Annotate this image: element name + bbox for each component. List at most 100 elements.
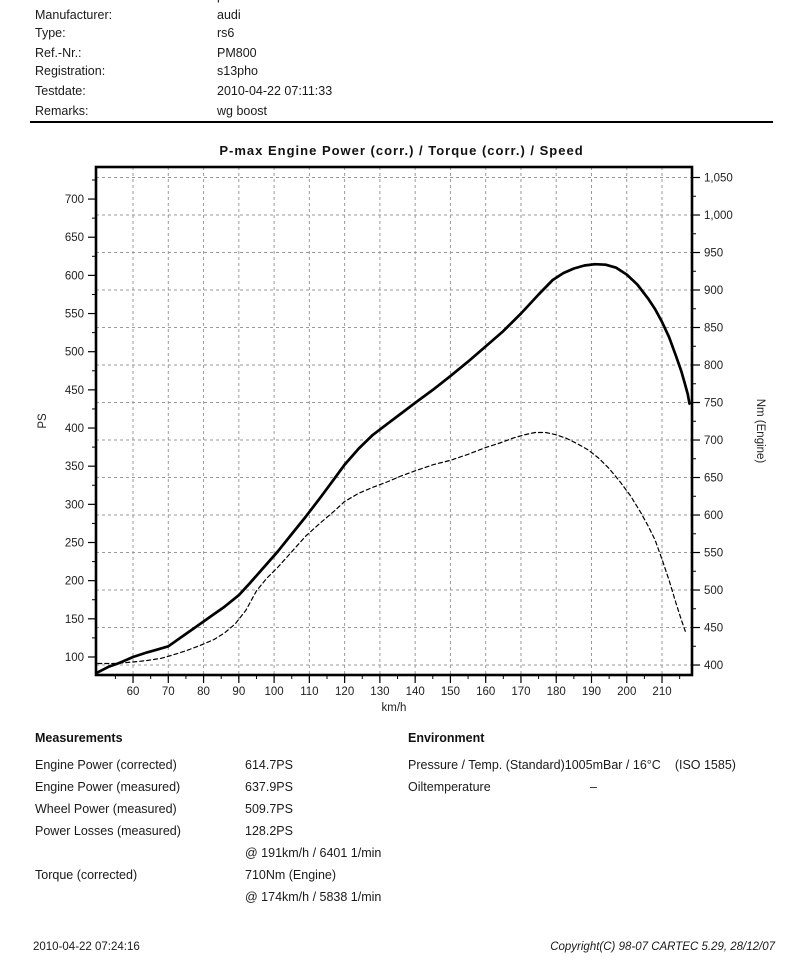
field-value: 2010-04-22 07:11:33 — [217, 84, 333, 98]
field-value: s13pho — [217, 64, 259, 78]
chart-title: P-max Engine Power (corr.) / Torque (cor… — [219, 143, 584, 158]
field-value: audi — [217, 8, 241, 22]
y-right-tick-label: 800 — [704, 360, 723, 372]
measurement-value: 509.7PS — [245, 802, 293, 816]
x-tick-label: 130 — [370, 686, 389, 698]
y-left-tick-label: 700 — [65, 194, 84, 206]
print-timestamp: 2010-04-22 07:24:16 — [33, 941, 140, 953]
environment-value: – — [590, 780, 597, 794]
y-left-tick-label: 550 — [65, 309, 84, 321]
y-right-tick-label: 700 — [704, 435, 723, 447]
header-row-name: Name: paul.kloss — [0, 0, 803, 4]
x-tick-label: 80 — [197, 686, 210, 698]
field-value: PM800 — [217, 46, 257, 60]
y-right-axis-title: Nm (Engine) — [754, 399, 766, 464]
field-label: Type: — [35, 26, 66, 40]
measurement-value: 614.7PS — [245, 758, 293, 772]
header-row-type: Type: rs6 — [0, 26, 803, 41]
y-left-tick-label: 600 — [65, 270, 84, 282]
y-left-tick-label: 200 — [65, 576, 84, 588]
x-tick-label: 210 — [652, 686, 671, 698]
y-right-tick-label: 400 — [704, 660, 723, 672]
y-right-tick-label: 900 — [704, 285, 723, 297]
power-curve — [96, 262, 691, 674]
header-row-remarks: Remarks: wg boost — [0, 104, 803, 119]
measurement-row: Torque (corrected) 710Nm (Engine) — [0, 867, 803, 883]
environment-title: Environment — [408, 731, 485, 745]
field-value: rs6 — [217, 26, 235, 40]
field-label: Manufacturer: — [35, 8, 113, 22]
y-left-tick-label: 150 — [65, 614, 84, 626]
header-row-refnr: Ref.-Nr.: PM800 — [0, 46, 803, 61]
y-left-tick-label: 100 — [65, 652, 84, 664]
environment-value: 1005mBar / 16°C — [564, 758, 661, 772]
environment-row-oiltemperature: Oiltemperature – — [408, 779, 798, 795]
x-tick-label: 190 — [582, 686, 601, 698]
y-left-tick-label: 300 — [65, 499, 84, 511]
measurement-value: @ 191km/h / 6401 1/min — [245, 846, 382, 860]
y-left-axis-title: PS — [37, 413, 49, 429]
x-tick-label: 140 — [406, 686, 425, 698]
field-value: paul.kloss — [217, 0, 273, 4]
header-divider — [30, 121, 773, 123]
x-tick-label: 90 — [232, 686, 245, 698]
field-value: wg boost — [217, 104, 268, 118]
measurement-row: Engine Power (corrected) 614.7PS — [0, 757, 803, 773]
measurement-row: @ 191km/h / 6401 1/min — [0, 845, 803, 861]
x-tick-label: 200 — [617, 686, 636, 698]
measurement-value: @ 174km/h / 5838 1/min — [245, 890, 382, 904]
y-right-tick-label: 750 — [704, 398, 723, 410]
y-right-tick-label: 950 — [704, 248, 723, 260]
measurements-title: Measurements — [35, 731, 123, 745]
header-row-testdate: Testdate: 2010-04-22 07:11:33 — [0, 84, 803, 99]
y-left-tick-label: 650 — [65, 232, 84, 244]
measurement-row: Engine Power (measured) 637.9PS — [0, 779, 803, 795]
x-tick-label: 70 — [162, 686, 175, 698]
measurement-value: 128.2PS — [245, 824, 293, 838]
y-left-tick-label: 250 — [65, 538, 84, 550]
field-label: Name: — [35, 0, 72, 4]
y-right-tick-label: 450 — [704, 623, 723, 635]
field-label: Testdate: — [35, 84, 86, 98]
y-right-tick-label: 1,050 — [704, 173, 733, 185]
header-row-registration: Registration: s13pho — [0, 64, 803, 79]
measurement-row: Wheel Power (measured) 509.7PS — [0, 801, 803, 817]
header-row-manufacturer: Manufacturer: audi — [0, 8, 803, 23]
y-left-tick-label: 450 — [65, 385, 84, 397]
x-tick-label: 120 — [335, 686, 354, 698]
measurement-label: Power Losses (measured) — [35, 824, 181, 838]
measurement-value: 710Nm (Engine) — [245, 868, 337, 882]
y-right-tick-label: 850 — [704, 323, 723, 335]
measurement-label: Engine Power (measured) — [35, 780, 181, 794]
environment-label: Pressure / Temp. (Standard) — [408, 758, 565, 772]
x-tick-label: 110 — [300, 686, 318, 698]
field-label: Registration: — [35, 64, 106, 78]
measurement-row: Power Losses (measured) 128.2PS — [0, 823, 803, 839]
y-right-tick-label: 650 — [704, 473, 723, 485]
measurement-label: Engine Power (corrected) — [35, 758, 177, 772]
x-tick-label: 170 — [511, 686, 530, 698]
x-tick-label: 150 — [441, 686, 460, 698]
copyright-text: Copyright(C) 98-07 CARTEC 5.29, 28/12/07 — [550, 941, 775, 953]
field-label: Ref.-Nr.: — [35, 46, 82, 60]
environment-label: Oiltemperature — [408, 780, 491, 794]
x-tick-label: 100 — [265, 686, 284, 698]
y-left-tick-label: 500 — [65, 347, 84, 359]
y-right-tick-label: 600 — [704, 510, 723, 522]
measurement-label: Wheel Power (measured) — [35, 802, 177, 816]
x-tick-label: 160 — [476, 686, 495, 698]
y-right-tick-label: 550 — [704, 548, 723, 560]
x-axis-title: km/h — [382, 702, 407, 714]
environment-note: (ISO 1585) — [674, 758, 736, 772]
measurement-row: @ 174km/h / 5838 1/min — [0, 889, 803, 905]
measurement-value: 637.9PS — [245, 780, 293, 794]
y-right-tick-label: 500 — [704, 585, 723, 597]
environment-row-pressure: Pressure / Temp. (Standard)1005mBar / 16… — [408, 757, 798, 773]
measurement-label: Torque (corrected) — [35, 868, 138, 882]
field-label: Remarks: — [35, 104, 89, 118]
x-tick-label: 60 — [127, 686, 140, 698]
x-tick-label: 180 — [547, 686, 566, 698]
y-left-tick-label: 350 — [65, 461, 84, 473]
y-right-tick-label: 1,000 — [704, 210, 733, 222]
